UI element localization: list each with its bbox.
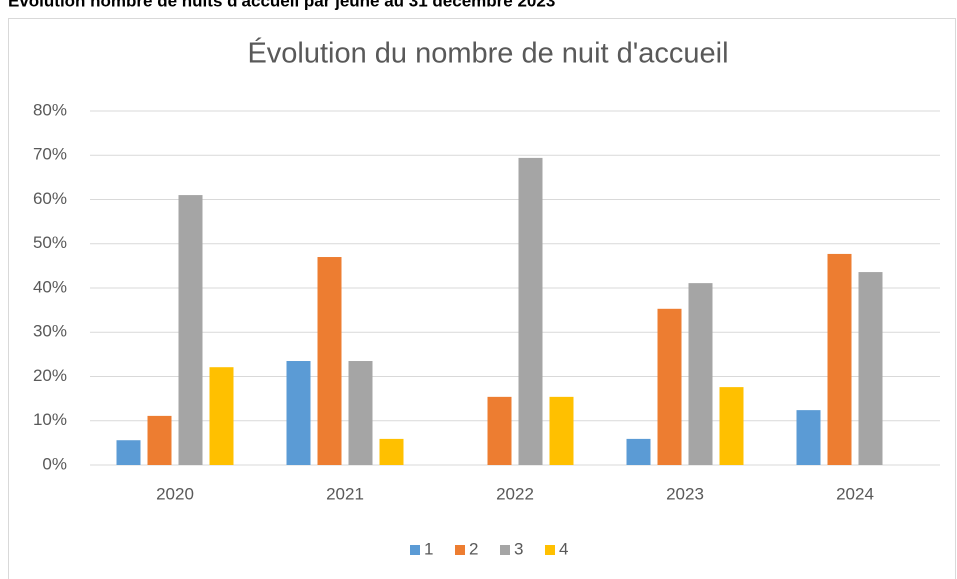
bar bbox=[626, 438, 651, 465]
bar bbox=[719, 387, 744, 465]
y-tick-label: 30% bbox=[33, 322, 67, 341]
bar bbox=[116, 440, 141, 465]
x-tick-label: 2020 bbox=[156, 484, 194, 503]
bar bbox=[209, 367, 234, 465]
x-tick-label: 2023 bbox=[666, 484, 704, 503]
legend-swatch bbox=[410, 545, 420, 555]
y-tick-label: 10% bbox=[33, 410, 67, 429]
y-tick-label: 40% bbox=[33, 277, 67, 296]
bar bbox=[549, 396, 574, 465]
bar bbox=[286, 361, 311, 465]
legend-label: 3 bbox=[514, 539, 523, 558]
bar bbox=[317, 257, 342, 465]
bar bbox=[178, 195, 203, 465]
y-tick-label: 80% bbox=[33, 100, 67, 119]
legend-swatch bbox=[500, 545, 510, 555]
bar bbox=[487, 396, 512, 465]
bar bbox=[518, 157, 543, 465]
chart-frame bbox=[8, 18, 956, 579]
legend-swatch bbox=[545, 545, 555, 555]
y-tick-label: 50% bbox=[33, 233, 67, 252]
legend-swatch bbox=[455, 545, 465, 555]
bar bbox=[657, 308, 682, 465]
legend-label: 1 bbox=[424, 539, 433, 558]
chart-title: Évolution du nombre de nuit d'accueil bbox=[247, 37, 728, 70]
bar bbox=[858, 272, 883, 465]
y-tick-label: 20% bbox=[33, 366, 67, 385]
bar bbox=[379, 438, 404, 465]
x-tick-label: 2024 bbox=[836, 484, 874, 503]
bar bbox=[348, 361, 373, 465]
y-tick-label: 60% bbox=[33, 189, 67, 208]
legend-label: 4 bbox=[559, 539, 568, 558]
y-tick-label: 70% bbox=[33, 145, 67, 164]
page-heading: Évolution nombre de nuits d'accueil par … bbox=[8, 0, 555, 10]
legend-label: 2 bbox=[469, 539, 478, 558]
bar bbox=[827, 253, 852, 465]
bar bbox=[796, 410, 821, 465]
y-tick-label: 0% bbox=[42, 454, 67, 473]
x-tick-label: 2021 bbox=[326, 484, 364, 503]
bar bbox=[688, 283, 713, 465]
x-tick-label: 2022 bbox=[496, 484, 534, 503]
bar bbox=[147, 415, 172, 465]
